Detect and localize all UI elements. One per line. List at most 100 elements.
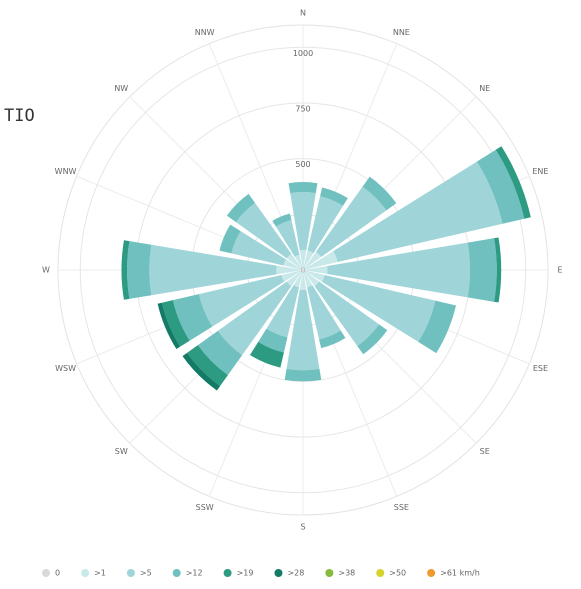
bar-segment xyxy=(249,341,284,368)
bar-segment xyxy=(303,267,305,270)
bar-segment xyxy=(315,186,387,258)
bar-segment xyxy=(302,270,304,273)
bar-segment xyxy=(303,268,306,270)
bar-segment xyxy=(304,251,338,270)
legend-swatch xyxy=(126,569,135,577)
bar-segment xyxy=(288,182,318,194)
bar-segment xyxy=(300,269,303,271)
direction-label: SE xyxy=(480,447,490,456)
direction-label: N xyxy=(300,9,306,18)
bar-segment xyxy=(467,238,497,302)
bar-segment xyxy=(301,267,303,270)
bar-segment xyxy=(286,289,320,371)
bar-segment xyxy=(304,271,320,287)
bar-segment xyxy=(304,270,325,282)
direction-label: ESE xyxy=(533,364,548,373)
bar-segment xyxy=(303,250,314,269)
bar-segment xyxy=(304,251,322,269)
bar-segment xyxy=(286,271,302,287)
bar-segment xyxy=(303,270,305,272)
bar-segment xyxy=(226,193,256,223)
legend-label: >38 xyxy=(338,569,355,578)
legend-swatch xyxy=(376,569,385,577)
legend-label: 0 xyxy=(55,569,60,578)
bar-segment xyxy=(161,300,190,347)
r-tick-label: 1000 xyxy=(293,49,313,58)
bar-segment xyxy=(495,146,531,219)
grid-circle xyxy=(79,46,527,494)
bar-segment xyxy=(235,202,292,259)
bar-segment xyxy=(217,281,292,356)
bar-segment xyxy=(301,268,303,270)
bar-segment xyxy=(157,302,181,349)
bar-segment xyxy=(302,267,304,270)
legend-swatch xyxy=(325,569,334,577)
direction-label: NE xyxy=(479,84,490,93)
note-text: TIO xyxy=(4,106,35,126)
direction-label: W xyxy=(42,266,50,275)
bar-segment xyxy=(494,237,502,303)
bar-segment xyxy=(314,281,380,347)
bar-segment xyxy=(275,220,300,257)
legend-swatch xyxy=(172,569,181,577)
direction-label: NW xyxy=(114,84,128,93)
bar-segment xyxy=(293,271,303,288)
bar-segment xyxy=(303,271,313,288)
legend-label: >50 xyxy=(389,569,406,578)
legend-label: >5 xyxy=(140,569,152,578)
direction-label: SSW xyxy=(196,503,214,512)
direction-label: WSW xyxy=(55,364,76,373)
bar-segment xyxy=(258,328,288,353)
bar-segment xyxy=(198,275,285,327)
bar-segment xyxy=(303,268,305,270)
bar-segment xyxy=(305,265,328,275)
direction-label: E xyxy=(557,266,562,275)
legend-swatch xyxy=(42,569,50,577)
bar-segment xyxy=(300,270,303,272)
direction-label: ENE xyxy=(532,167,548,176)
bar-segment xyxy=(301,270,303,272)
bar-segment xyxy=(197,330,243,376)
bar-segment xyxy=(284,368,322,382)
bar-segment xyxy=(266,285,299,338)
direction-label: SW xyxy=(115,447,128,456)
legend-swatch xyxy=(274,569,283,577)
direction-label: WNW xyxy=(55,167,77,176)
direction-label: NNW xyxy=(195,28,215,37)
bar-segment xyxy=(357,324,388,355)
r-tick-label: 750 xyxy=(295,104,310,113)
direction-label: SSE xyxy=(394,503,409,512)
r-tick-label: 500 xyxy=(295,160,310,169)
legend-label: >28 xyxy=(287,569,304,578)
legend-swatch xyxy=(427,569,436,577)
bar-segment xyxy=(187,345,228,386)
bar-segment xyxy=(290,192,316,251)
bar-segment xyxy=(276,265,301,275)
bar-segment xyxy=(281,270,302,282)
direction-label: NNE xyxy=(393,28,410,37)
bar-segment xyxy=(418,300,456,354)
bar-segment xyxy=(301,270,303,273)
direction-label: S xyxy=(300,523,305,532)
bar-segment xyxy=(362,176,397,211)
bar-segment xyxy=(294,254,303,269)
bar-segment xyxy=(283,259,302,270)
legend-label: >19 xyxy=(237,569,254,578)
bar-segment xyxy=(303,270,305,273)
bar-segment xyxy=(327,242,471,298)
bar-segment xyxy=(321,275,436,342)
bar-segment xyxy=(299,249,307,268)
legend-label: >1 xyxy=(94,569,106,578)
bar-segment xyxy=(307,196,344,253)
legend-label: >12 xyxy=(186,569,203,578)
bar-segment xyxy=(476,149,525,224)
bar-segment xyxy=(320,187,348,206)
bar-segment xyxy=(149,244,277,296)
bar-segment xyxy=(303,270,306,272)
bar-segment xyxy=(182,352,221,391)
bar-segment xyxy=(231,231,286,266)
bar-segment xyxy=(319,330,346,349)
bar-segment xyxy=(172,294,213,341)
bar-segment xyxy=(333,161,503,262)
